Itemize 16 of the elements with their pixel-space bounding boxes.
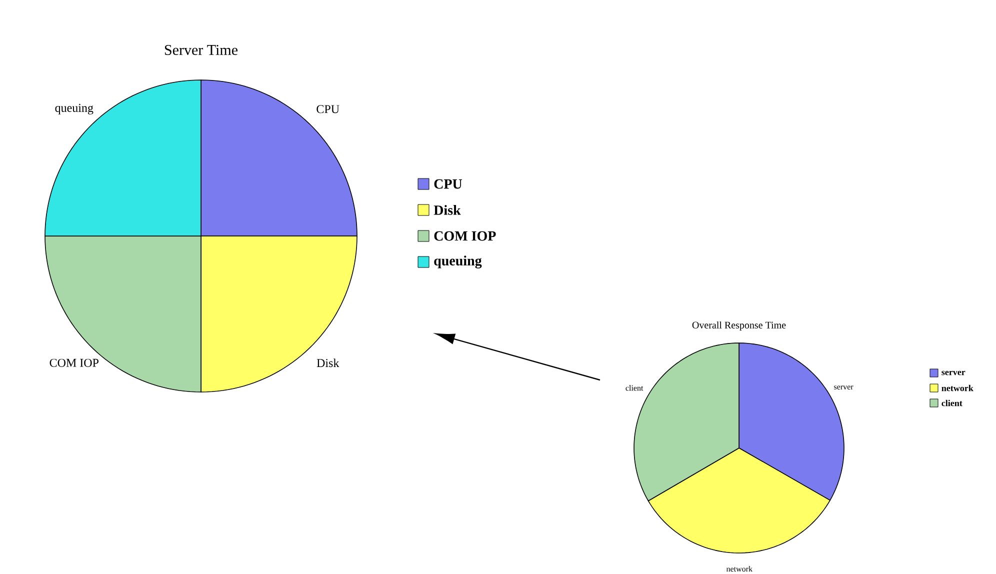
legend-label: queuing [434, 256, 482, 268]
slice-label: CPU [316, 105, 340, 114]
slice-label: queuing [55, 104, 94, 114]
legend-label: client [942, 400, 962, 406]
chart-title: Overall Response Time [692, 321, 786, 331]
legend-label: network [942, 384, 974, 392]
legend-label: Disk [434, 205, 461, 215]
chart-title: Server Time [164, 44, 238, 56]
slice-label: network [726, 566, 752, 572]
slice-label: server [834, 386, 854, 390]
slice-label: Disk [316, 358, 340, 368]
legend-label: COM IOP [434, 231, 496, 241]
legend-label: CPU [434, 179, 462, 189]
legend-label: server [942, 370, 966, 376]
slice-label: COM IOP [50, 358, 98, 367]
slice-label: client [626, 385, 644, 391]
